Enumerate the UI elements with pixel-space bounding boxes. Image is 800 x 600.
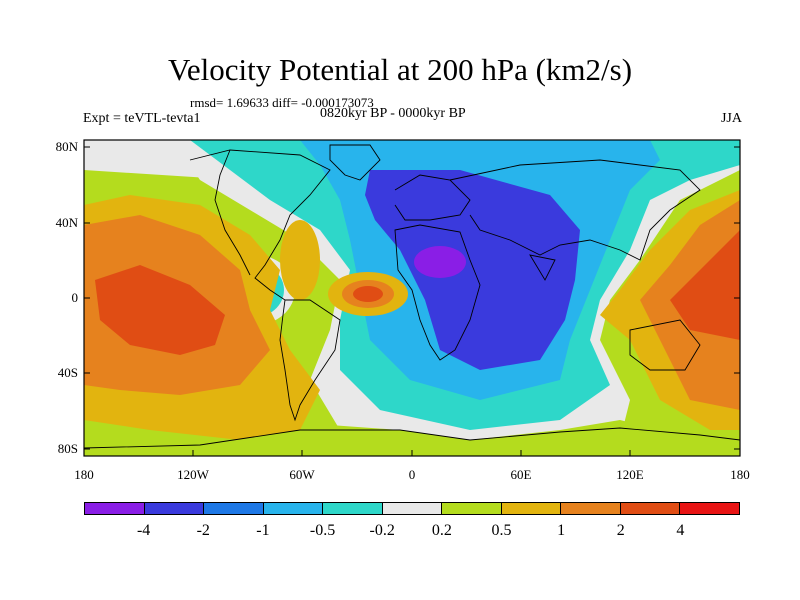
colorbar-swatch [620, 503, 681, 514]
xlabel-0: 0 [408, 467, 416, 482]
colorbar-label: 4 [676, 522, 685, 539]
ylabel-0: 0 [71, 290, 79, 305]
ylabel-80s: 80S [57, 441, 78, 456]
colorbar-label: -0.5 [309, 522, 336, 539]
colorbar-label: -2 [196, 522, 210, 539]
stats-text: rmsd= 1.69633 diff= -0.000173073 [190, 95, 374, 110]
colorbar-swatch [263, 503, 324, 514]
colorbar-label: 0.5 [491, 522, 512, 539]
colorbar-label: 1 [557, 522, 566, 539]
colorbar [84, 502, 740, 515]
colorbar-label: -1 [256, 522, 270, 539]
colorbar-swatch [501, 503, 562, 514]
colorbar-swatch [680, 503, 740, 514]
map-title: Velocity Potential at 200 hPa (km2/s) [167, 52, 633, 87]
ylabel-40s: 40S [57, 365, 78, 380]
colorbar-swatch [85, 503, 145, 514]
xlabel-120e: 120E [616, 467, 644, 482]
contour-fill [84, 140, 740, 456]
xlabel-180w: 180 [74, 467, 94, 482]
colorbar-swatch [144, 503, 205, 514]
colorbar-label: 2 [616, 522, 625, 539]
season-label: JJA [720, 111, 742, 126]
experiment-label: Expt = teVTL-tevta1 [83, 111, 201, 126]
xlabel-60w: 60W [289, 467, 315, 482]
colorbar-label: 0.2 [431, 522, 452, 539]
colorbar-swatch [204, 503, 264, 514]
colorbar-swatch [561, 503, 621, 514]
colorbar-label: -0.2 [369, 522, 395, 539]
colorbar-swatch [323, 503, 383, 514]
period-label: 0820kyr BP - 0000kyr BP [320, 106, 466, 121]
xlabel-180e: 180 [730, 467, 750, 482]
ylabel-80n: 80N [55, 139, 78, 154]
colorbar-swatch [382, 503, 443, 514]
colorbar-label: -4 [136, 522, 151, 539]
xlabel-120w: 120W [177, 467, 209, 482]
ylabel-40n: 40N [55, 215, 78, 230]
xlabel-60e: 60E [510, 467, 532, 482]
colorbar-swatch [442, 503, 502, 514]
